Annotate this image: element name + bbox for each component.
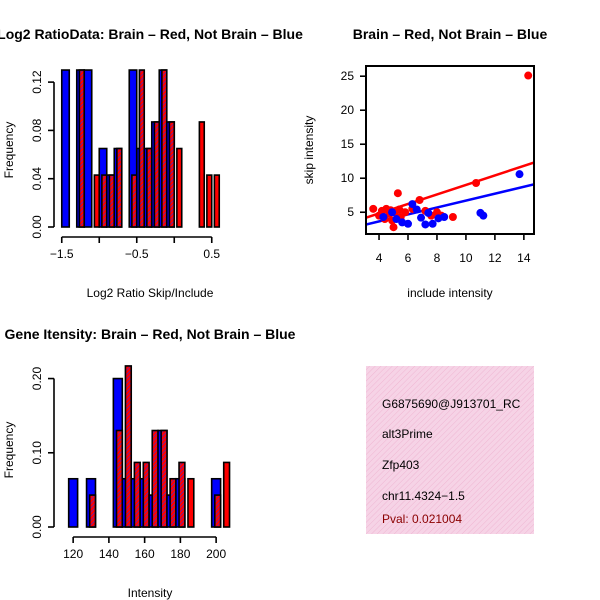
ratio-y-tick-label-1: 0.04 [30, 167, 44, 191]
intensity-red-bar-12 [222, 461, 231, 528]
ratio-x-tick-label-2: 0.5 [203, 247, 220, 261]
scatter-x-tick-label-0: 4 [376, 251, 383, 265]
ratio-blue-bar-0 [60, 69, 71, 228]
intensity-red-bar-8 [169, 477, 177, 528]
intensity-x-tick-label-4: 200 [206, 547, 226, 561]
scatter-point-red-20 [448, 212, 457, 221]
intensity-red-bar-4 [133, 461, 141, 528]
intensity-x-tick-label-3: 180 [170, 547, 190, 561]
intensity-x-tick-label-0: 120 [63, 547, 83, 561]
intensity-x-label: Intensity [128, 586, 173, 600]
info-event-type: alt3Prime [382, 427, 433, 441]
intensity-blue-bar-0 [67, 477, 79, 528]
intensity-y-tick-label-0: 0.00 [30, 515, 44, 539]
scatter-point-red-0 [369, 204, 378, 213]
scatter-y-tick-label-3: 20 [341, 103, 355, 117]
intensity-red-bar-10 [187, 477, 195, 528]
intensity-axes: 120 140 160 180 200 0.00 0.10 0.20 [30, 367, 226, 561]
intensity-red-bar-3 [124, 365, 133, 528]
info-gene-name: Zfp403 [382, 458, 420, 472]
ratio-y-tick-label-2: 0.08 [30, 118, 44, 142]
ratio-red-bar-15 [206, 174, 213, 228]
scatter-frame [365, 65, 535, 235]
scatter-point-blue-5 [408, 200, 417, 209]
scatter-point-blue-9 [424, 208, 433, 217]
info-panel: G6875690@J913701_RC alt3Prime Zfp403 chr… [366, 366, 534, 534]
intensity-red-bar-5 [142, 461, 150, 528]
intensity-histogram-panel: Gene Itensity: Brain – Red, Not Brain – … [2, 326, 296, 600]
ratio-bars [60, 69, 221, 228]
scatter-y-tick-label-2: 15 [341, 137, 355, 151]
scatter-x-tick-label-3: 10 [459, 251, 473, 265]
info-background [366, 366, 534, 534]
intensity-y-tick-label-1: 0.10 [30, 441, 44, 465]
intensity-bars [67, 365, 231, 528]
intensity-red-bar-1 [88, 494, 97, 528]
scatter-point-red-22 [524, 71, 533, 80]
scatter-point-red-13 [401, 208, 410, 217]
info-location: chr11.4324−1.5 [382, 489, 465, 503]
scatter-x-tick-label-1: 6 [405, 251, 412, 265]
intensity-red-bar-9 [178, 461, 186, 528]
scatter-point-blue-7 [417, 213, 426, 222]
scatter-y-tick-label-1: 10 [341, 171, 355, 185]
scatter-plot: 4 6 8 10 12 14 5 10 15 20 25 [341, 65, 535, 265]
ratio-histogram-panel: Log2 RatioData: Brain – Red, Not Brain –… [0, 26, 303, 300]
ratio-y-label: Frequency [2, 122, 16, 179]
intensity-x-tick-label-2: 160 [135, 547, 155, 561]
ratio-axes: −1.5 −0.5 0.5 0.00 0.04 0.08 0.12 [30, 70, 220, 261]
ratio-y-tick-label-0: 0.00 [30, 215, 44, 239]
scatter-point-blue-6 [412, 205, 421, 214]
scatter-point-blue-15 [515, 170, 524, 179]
info-probe-id: G6875690@J913701_RC [382, 397, 521, 411]
scatter-point-blue-14 [479, 211, 488, 220]
scatter-point-blue-12 [440, 212, 449, 221]
intensity-red-bar-6 [151, 429, 159, 528]
scatter-x-tick-label-5: 14 [517, 251, 531, 265]
intensity-y-tick-label-2: 0.20 [30, 367, 44, 391]
ratio-red-bar-12 [168, 121, 176, 228]
scatter-y-tick-label-4: 25 [341, 69, 355, 83]
ratio-y-tick-label-3: 0.12 [30, 70, 44, 94]
scatter-marks [366, 71, 534, 232]
ratio-blue-bar-2 [83, 69, 93, 228]
info-pval: Pval: 0.021004 [382, 512, 462, 526]
scatter-x-tick-label-2: 8 [434, 251, 441, 265]
scatter-y-tick-label-0: 5 [347, 205, 354, 219]
ratio-red-bar-13 [176, 147, 183, 228]
ratio-chart-title: Log2 RatioData: Brain – Red, Not Brain –… [0, 26, 303, 42]
scatter-x-tick-label-4: 12 [488, 251, 502, 265]
scatter-point-blue-4 [404, 219, 412, 228]
scatter-point-blue-10 [428, 219, 437, 228]
intensity-red-bar-2 [115, 429, 124, 528]
ratio-x-tick-label-0: −1.5 [50, 247, 74, 261]
scatter-chart-title: Brain – Red, Not Brain – Blue [353, 26, 548, 42]
ratio-red-bar-14 [198, 121, 206, 228]
ratio-red-bar-16 [213, 174, 221, 228]
scatter-point-blue-0 [379, 212, 388, 221]
scatter-point-red-8 [389, 223, 398, 232]
intensity-red-bar-7 [160, 429, 168, 528]
ratio-x-label: Log2 Ratio Skip/Include [87, 286, 214, 300]
scatter-point-red-15 [415, 195, 424, 204]
ratio-red-bar-6 [116, 147, 123, 228]
scatter-x-label: include intensity [407, 286, 492, 300]
intensity-x-tick-label-1: 140 [99, 547, 119, 561]
scatter-point-red-10 [393, 189, 402, 198]
intensity-red-bar-11 [213, 494, 222, 528]
scatter-panel: Brain – Red, Not Brain – Blue 4 6 8 10 12 14 5… [302, 26, 547, 300]
ratio-x-tick-label-1: −0.5 [125, 247, 149, 261]
scatter-point-blue-8 [421, 220, 430, 229]
scatter-y-label: skip intensity [302, 116, 316, 185]
scatter-point-red-21 [472, 178, 481, 187]
scatter-point-blue-1 [388, 208, 397, 217]
intensity-y-label: Frequency [2, 422, 16, 479]
intensity-chart-title: Gene Itensity: Brain – Red, Not Brain – … [5, 326, 296, 342]
scatter-point-blue-2 [392, 215, 401, 224]
